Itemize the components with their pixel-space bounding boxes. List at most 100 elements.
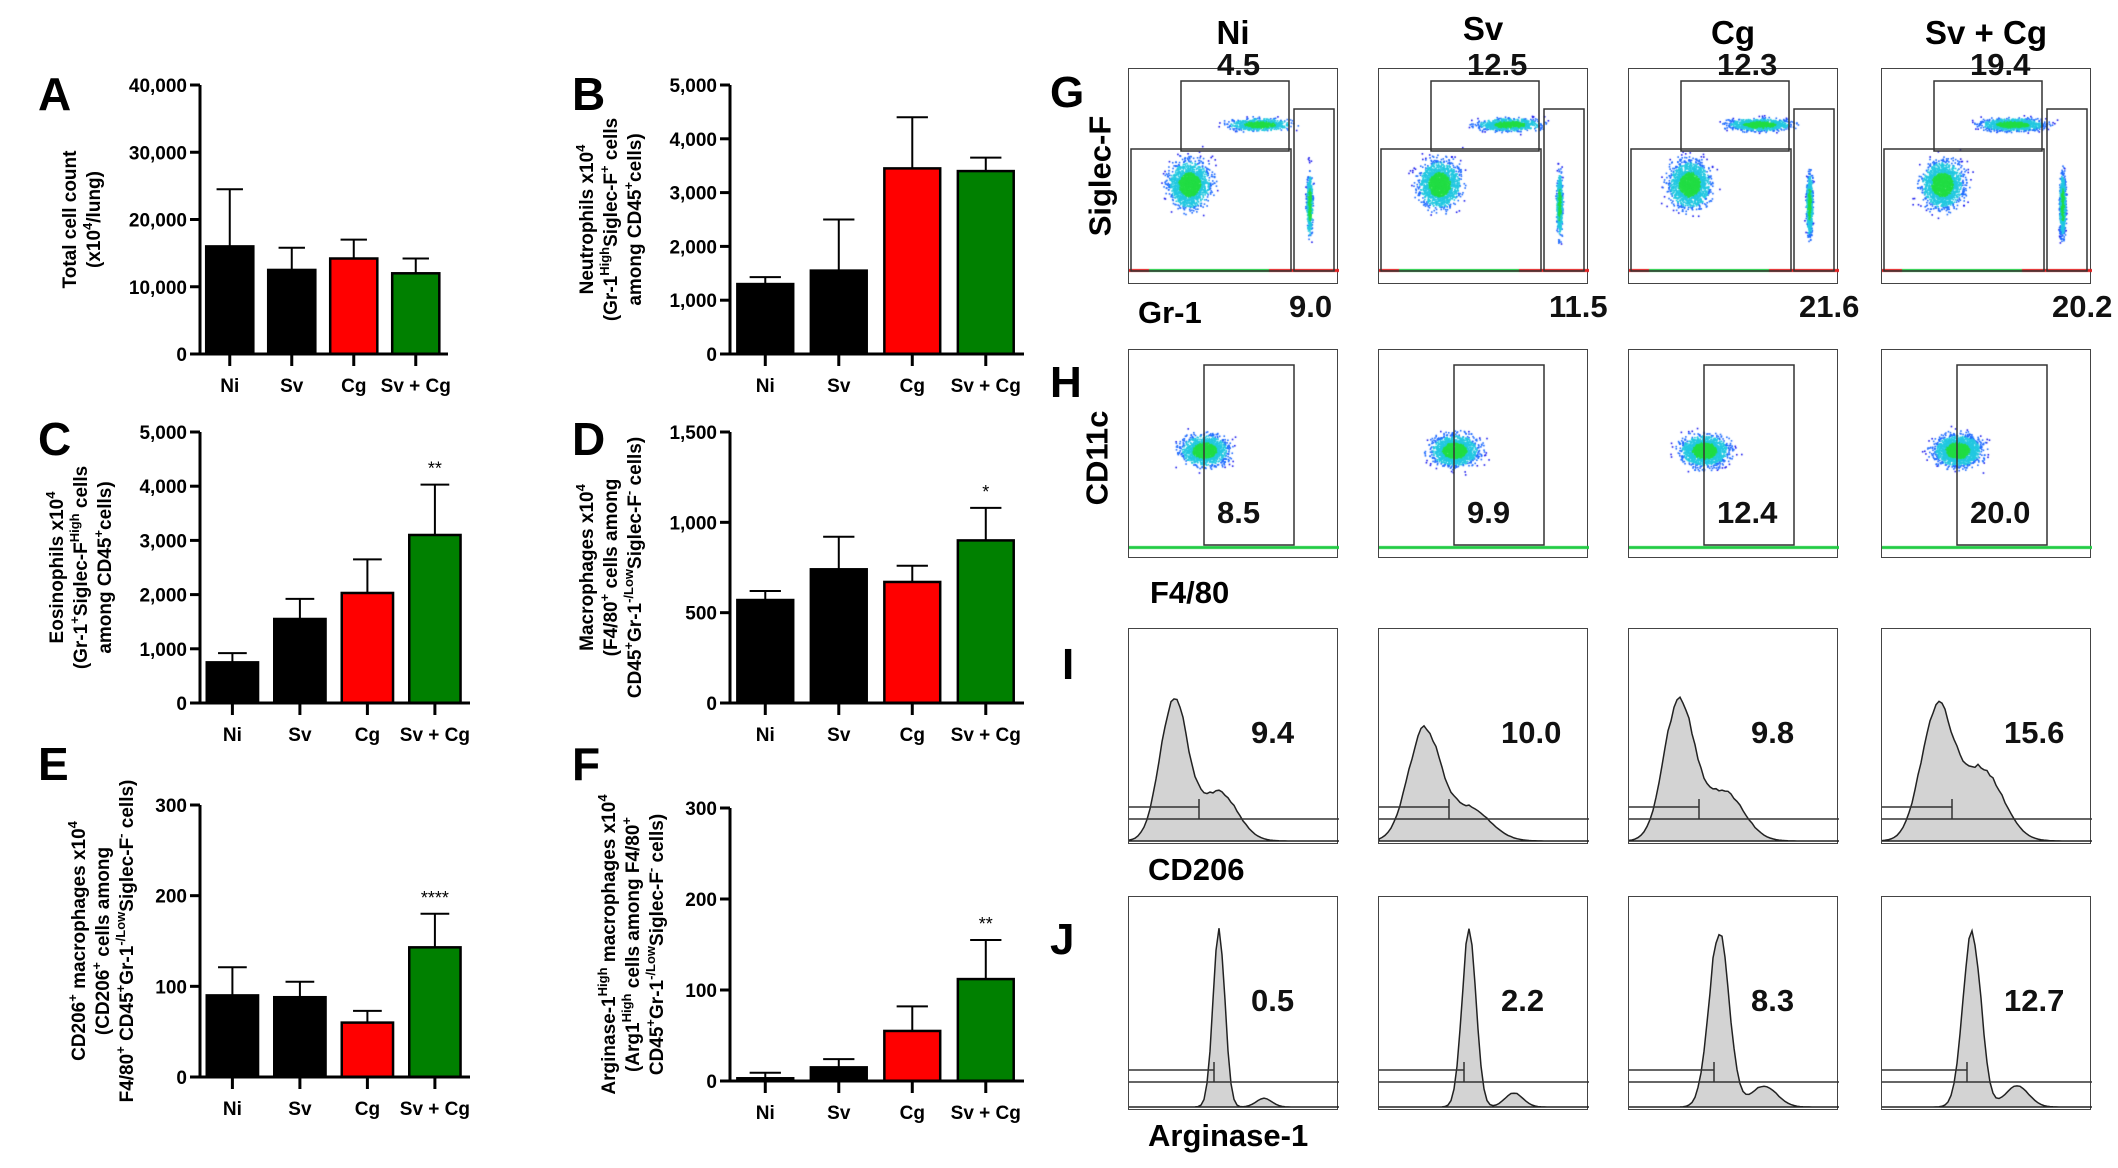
g-x-axis-label: Gr-1 [1138, 295, 1202, 330]
x-tick-label: Sv + Cg [381, 376, 451, 397]
bar-cg [883, 1029, 942, 1083]
panel-letter-b: B [572, 68, 605, 120]
x-tick-label: Ni [756, 376, 775, 397]
gate [1703, 364, 1795, 546]
bar-sv [266, 268, 317, 356]
j-gate-value: 8.3 [1751, 982, 1795, 1018]
y-axis-label: Arginase-1High macrophages x104 [595, 794, 620, 1095]
y-tick-label: 0 [176, 345, 187, 366]
i-x-axis-label: CD206 [1148, 852, 1245, 887]
y-tick-label: 1,000 [669, 291, 717, 312]
y-axis-label: (Arg1High cells among F4/80+ [619, 817, 644, 1072]
g-top-gate-value: 12.5 [1467, 47, 1528, 82]
gate [1379, 724, 1589, 842]
h-gate-value: 20.0 [1970, 495, 2031, 530]
panel-letter-d: D [572, 413, 605, 465]
y-axis-label: among CD45+cells) [621, 133, 646, 305]
y-tick-label: 40,000 [129, 76, 187, 97]
dot-plot [1629, 69, 1839, 285]
bar-cg [340, 1021, 395, 1079]
y-tick-label: 3,000 [669, 184, 717, 205]
significance-label: ** [428, 459, 442, 479]
column-header-sv-cg: Sv + Cg [1925, 14, 2047, 51]
y-axis-label: (CD206+ cells among [89, 847, 114, 1035]
y-tick-label: 30,000 [129, 143, 187, 164]
h-gate-value: 9.9 [1467, 495, 1511, 530]
bar-sv-cg [408, 946, 462, 1079]
flow-plot-h-0: 8.5 [1128, 349, 1339, 559]
flow-plot-g-1: 12.5 11.5 [1378, 47, 1608, 324]
gate [1629, 933, 1839, 1108]
x-tick-label: Sv [827, 1103, 851, 1124]
flow-plot-i-1: 10.0 [1378, 628, 1589, 844]
chart-f: F Ni Sv Cg Sv + Cg ** 0 100 200 300 Arginase-1High… [572, 738, 1024, 1124]
panel-letter-a: A [38, 68, 71, 120]
gate [1380, 80, 1585, 272]
i-gate-value: 10.0 [1501, 715, 1562, 751]
flow-plot-g-2: 12.3 21.6 [1628, 47, 1859, 324]
bar-sv-cg [408, 533, 462, 705]
x-tick-label: Ni [756, 1103, 775, 1124]
gate [1453, 364, 1545, 546]
y-tick-label: 1,000 [669, 513, 717, 534]
g-right-gate-value: 9.0 [1289, 289, 1333, 324]
y-axis-label: Neutrophils x104 [573, 144, 598, 295]
flow-plot-i-0: 9.4 [1128, 628, 1339, 844]
bar-cg [883, 167, 942, 356]
x-tick-label: Sv [288, 725, 312, 746]
gate [1882, 700, 2092, 842]
y-axis-label: Macrophages x104 [573, 483, 598, 650]
x-tick-label: Ni [220, 376, 239, 397]
x-tick-label: Ni [223, 1099, 242, 1120]
g-top-gate-value: 4.5 [1217, 47, 1261, 82]
h-y-axis-label: CD11c [1079, 410, 1115, 506]
g-top-gate-value: 12.3 [1717, 47, 1778, 82]
gate [1883, 80, 2088, 272]
bar-sv-cg [956, 169, 1015, 356]
panel-letter-g: G [1050, 68, 1085, 117]
dot-plot [1129, 69, 1339, 285]
chart-c: C Ni Sv Cg Sv + Cg ** 0 1,000 2,000 3,000 4,000 5,0… [38, 413, 470, 746]
y-axis-label: among CD45+cells) [91, 481, 116, 653]
gate [1629, 696, 1839, 842]
y-axis-label: Eosinophils x104 [43, 491, 68, 644]
gate [1882, 928, 2092, 1108]
y-tick-label: 0 [706, 694, 717, 715]
y-tick-label: 300 [155, 796, 187, 817]
bar-ni [205, 994, 260, 1079]
bar-ni [204, 245, 255, 356]
y-axis-label: Total cell count [60, 150, 81, 289]
chart-a: A Ni Sv Cg Sv + Cg 0 10,000 20,000 30,000 40,000 T… [38, 68, 451, 397]
dot-plot [1379, 350, 1589, 559]
gate [1129, 928, 1339, 1108]
x-tick-label: Sv [827, 376, 851, 397]
bar-sv-cg [390, 272, 441, 356]
x-tick-label: Sv + Cg [400, 725, 470, 746]
bar-sv [273, 995, 327, 1079]
chart-b: B Ni Sv Cg Sv + Cg 0 1,000 2,000 3,000 4,000 5,000… [572, 68, 1024, 397]
y-tick-label: 3,000 [139, 531, 187, 552]
y-tick-label: 1,000 [139, 640, 187, 661]
dot-plot [1379, 69, 1589, 285]
bar-sv [809, 1066, 868, 1083]
x-tick-label: Sv + Cg [951, 376, 1021, 397]
x-tick-label: Cg [900, 1103, 925, 1124]
flow-plot-j-0: 0.5 [1128, 896, 1339, 1110]
j-gate-value: 0.5 [1251, 982, 1295, 1018]
gate [1379, 928, 1589, 1108]
x-tick-label: Sv [288, 1099, 312, 1120]
x-tick-label: Ni [756, 725, 775, 746]
g-right-gate-value: 21.6 [1799, 289, 1860, 324]
bar-cg [340, 591, 395, 705]
h-x-axis-label: F4/80 [1150, 575, 1230, 610]
panel-letter-c: C [38, 413, 71, 465]
x-tick-label: Cg [341, 376, 366, 397]
y-axis-label: (Gr-1+Siglec-FHigh cells [67, 466, 92, 669]
y-tick-label: 20,000 [129, 211, 187, 232]
flow-plot-h-2: 12.4 [1628, 349, 1839, 559]
flow-plot-i-2: 9.8 [1628, 628, 1839, 844]
flow-plot-j-2: 8.3 [1628, 896, 1839, 1110]
x-tick-label: Cg [355, 1099, 380, 1120]
j-gate-value: 12.7 [2004, 982, 2065, 1018]
y-tick-label: 0 [706, 345, 717, 366]
